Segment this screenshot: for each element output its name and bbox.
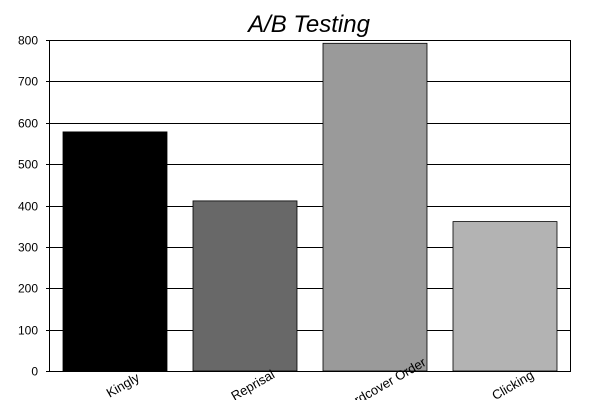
bar <box>192 200 298 372</box>
y-tick-label: 700 <box>18 75 38 89</box>
y-tick-label: 200 <box>18 282 38 296</box>
bar <box>62 131 168 372</box>
bars <box>62 42 558 372</box>
x-tick-label: Kingly <box>104 370 143 400</box>
y-tick-label: 100 <box>18 324 38 338</box>
y-tick-label: 300 <box>18 241 38 255</box>
y-tick-label: 0 <box>31 365 38 379</box>
y-axis-ticks: 0 100 200 300 400 500 600 700 800 <box>18 34 50 379</box>
x-tick-label: Clicking <box>489 367 536 400</box>
y-tick-label: 500 <box>18 158 38 172</box>
y-tick-label: 400 <box>18 200 38 214</box>
chart-title: A/B Testing <box>246 11 371 38</box>
y-tick-label: 600 <box>18 117 38 131</box>
bar <box>452 221 558 372</box>
y-tick-label: 800 <box>18 34 38 48</box>
bar <box>322 42 428 372</box>
